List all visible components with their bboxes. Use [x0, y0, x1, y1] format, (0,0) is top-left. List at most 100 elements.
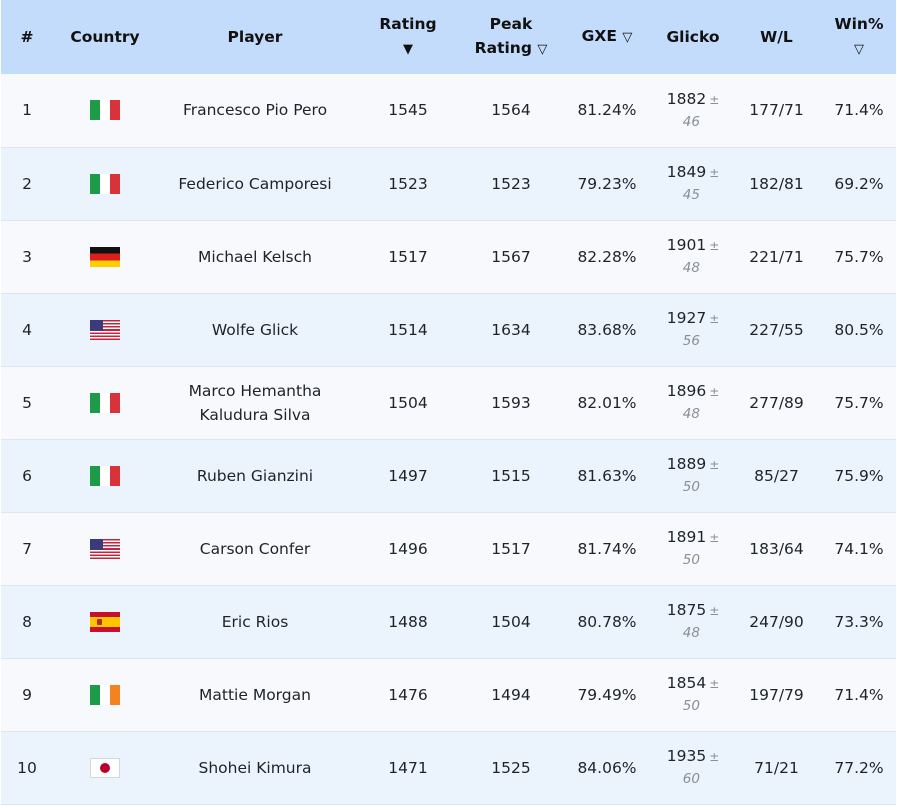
- rank-cell: 10: [17, 758, 37, 777]
- glicko-header[interactable]: Glicko: [666, 28, 720, 46]
- player-header[interactable]: Player: [227, 28, 283, 46]
- rating-cell: 1523: [388, 174, 428, 193]
- glicko-value: 1935: [666, 747, 707, 765]
- plus-minus-sign: ±: [709, 166, 720, 180]
- glicko-cell: 1927 ±56: [655, 293, 731, 366]
- winpct-cell: 80.5%: [834, 320, 884, 339]
- peak-rating-cell: 1593: [491, 393, 531, 412]
- rank-cell: 3: [22, 247, 32, 266]
- wl-cell: 183/64: [749, 539, 804, 558]
- sort-desc-filled-icon: ▼: [403, 42, 413, 57]
- glicko-cell: 1896 ±48: [655, 366, 731, 439]
- rank-header[interactable]: #: [20, 28, 34, 46]
- glicko-value: 1901: [666, 236, 707, 254]
- glicko-deviation: 48: [682, 625, 700, 641]
- italy-flag-icon: [90, 100, 120, 121]
- rank-cell: 1: [22, 101, 32, 120]
- wl-cell: 197/79: [749, 685, 804, 704]
- rank-cell: 5: [22, 393, 32, 412]
- wl-cell: 227/55: [749, 320, 804, 339]
- winpct-cell: 71.4%: [834, 685, 884, 704]
- player-name-link[interactable]: Marco Hemantha Kaludura Silva: [188, 381, 322, 424]
- glicko-cell: 1882 ±46: [655, 74, 731, 147]
- country-cell: [53, 220, 157, 293]
- rank-cell: 4: [22, 320, 32, 339]
- italy-flag-icon: [90, 465, 120, 486]
- glicko-value: 1882: [666, 89, 707, 108]
- player-name-link[interactable]: Carson Confer: [199, 539, 311, 558]
- glicko-cell: 1901 ±48: [655, 220, 731, 293]
- winpct-header[interactable]: Win% ▽: [834, 15, 884, 57]
- player-name-link[interactable]: Shohei Kimura: [198, 758, 312, 777]
- wl-cell: 177/71: [749, 101, 804, 120]
- country-cell: [53, 512, 157, 585]
- glicko-value: 1889: [666, 455, 707, 473]
- rank-cell: 2: [22, 174, 32, 193]
- player-name-link[interactable]: Federico Camporesi: [178, 174, 332, 193]
- gxe-header[interactable]: GXE ▽: [581, 27, 633, 45]
- gxe-cell: 82.01%: [577, 393, 637, 412]
- gxe-cell: 80.78%: [577, 612, 637, 631]
- glicko-cell: 1849 ±45: [655, 147, 731, 220]
- peak-rating-cell: 1567: [491, 247, 531, 266]
- country-cell: [53, 366, 157, 439]
- player-name-link[interactable]: Eric Rios: [221, 612, 289, 631]
- country-cell: [53, 293, 157, 366]
- sort-outline-icon: ▽: [854, 42, 864, 57]
- table-row: 6 Ruben Gianzini 1497 1515 81.63% 1889 ±5…: [1, 439, 896, 512]
- gxe-cell: 79.49%: [577, 685, 637, 704]
- table-row: 5 Marco Hemantha Kaludura Silva 1504 1593…: [1, 366, 896, 439]
- glicko-cell: 1935 ±60: [655, 731, 731, 804]
- glicko-value: 1875: [666, 601, 707, 619]
- country-header[interactable]: Country: [70, 28, 140, 46]
- player-name-link[interactable]: Wolfe Glick: [211, 320, 299, 339]
- winpct-cell: 77.2%: [834, 758, 884, 777]
- gxe-cell: 79.23%: [577, 174, 637, 193]
- table-row: 7 Carson Confer 1496 1517 81.74% 1891 ±50…: [1, 512, 896, 585]
- gxe-cell: 81.63%: [577, 466, 637, 485]
- country-cell: [53, 439, 157, 512]
- rating-header[interactable]: Rating ▼: [379, 15, 437, 57]
- glicko-cell: 1891 ±50: [655, 512, 731, 585]
- wl-header[interactable]: W/L: [760, 28, 793, 46]
- glicko-cell: 1889 ±50: [655, 439, 731, 512]
- gxe-cell: 83.68%: [577, 320, 637, 339]
- glicko-value: 1854: [666, 674, 707, 692]
- winpct-cell: 75.7%: [834, 393, 884, 412]
- player-name-link[interactable]: Mattie Morgan: [199, 685, 311, 704]
- rating-cell: 1476: [388, 685, 428, 704]
- rating-cell: 1545: [388, 101, 428, 120]
- usa-flag-icon: [90, 319, 120, 340]
- rating-cell: 1504: [388, 393, 428, 412]
- glicko-deviation: 48: [682, 406, 700, 422]
- glicko-cell: 1854 ±50: [655, 658, 731, 731]
- usa-flag-icon: [90, 538, 120, 559]
- glicko-deviation: 60: [682, 771, 700, 787]
- glicko-value: 1896: [666, 382, 707, 400]
- plus-minus-sign: ±: [709, 750, 720, 764]
- player-name-link[interactable]: Ruben Gianzini: [196, 466, 314, 485]
- glicko-value: 1891: [666, 528, 707, 546]
- table-row: 4 Wolfe Glick 1514 1634 83.68% 1927 ±56 2…: [1, 293, 896, 366]
- plus-minus-sign: ±: [709, 531, 720, 545]
- ireland-flag-icon: [90, 684, 120, 705]
- peak-rating-cell: 1515: [491, 466, 531, 485]
- plus-minus-sign: ±: [709, 604, 720, 618]
- country-cell: [53, 147, 157, 220]
- winpct-cell: 69.2%: [834, 174, 884, 193]
- table-header-row: # Country Player Rating ▼ Peak Rating ▽ GX…: [1, 0, 896, 74]
- rank-cell: 6: [22, 466, 32, 485]
- winpct-cell: 73.3%: [834, 612, 884, 631]
- gxe-cell: 82.28%: [577, 247, 637, 266]
- gxe-cell: 84.06%: [577, 758, 637, 777]
- rank-cell: 8: [22, 612, 32, 631]
- table-row: 1 Francesco Pio Pero 1545 1564 81.24% 18…: [1, 74, 896, 147]
- glicko-deviation: 46: [682, 113, 700, 130]
- glicko-deviation: 45: [682, 187, 700, 203]
- peak-rating-header[interactable]: Peak Rating ▽: [474, 15, 548, 57]
- glicko-deviation: 50: [682, 552, 700, 568]
- glicko-cell: 1875 ±48: [655, 585, 731, 658]
- player-name-link[interactable]: Francesco Pio Pero: [182, 101, 328, 120]
- table-row: 10 Shohei Kimura 1471 1525 84.06% 1935 ±6…: [1, 731, 896, 804]
- player-name-link[interactable]: Michael Kelsch: [198, 247, 312, 266]
